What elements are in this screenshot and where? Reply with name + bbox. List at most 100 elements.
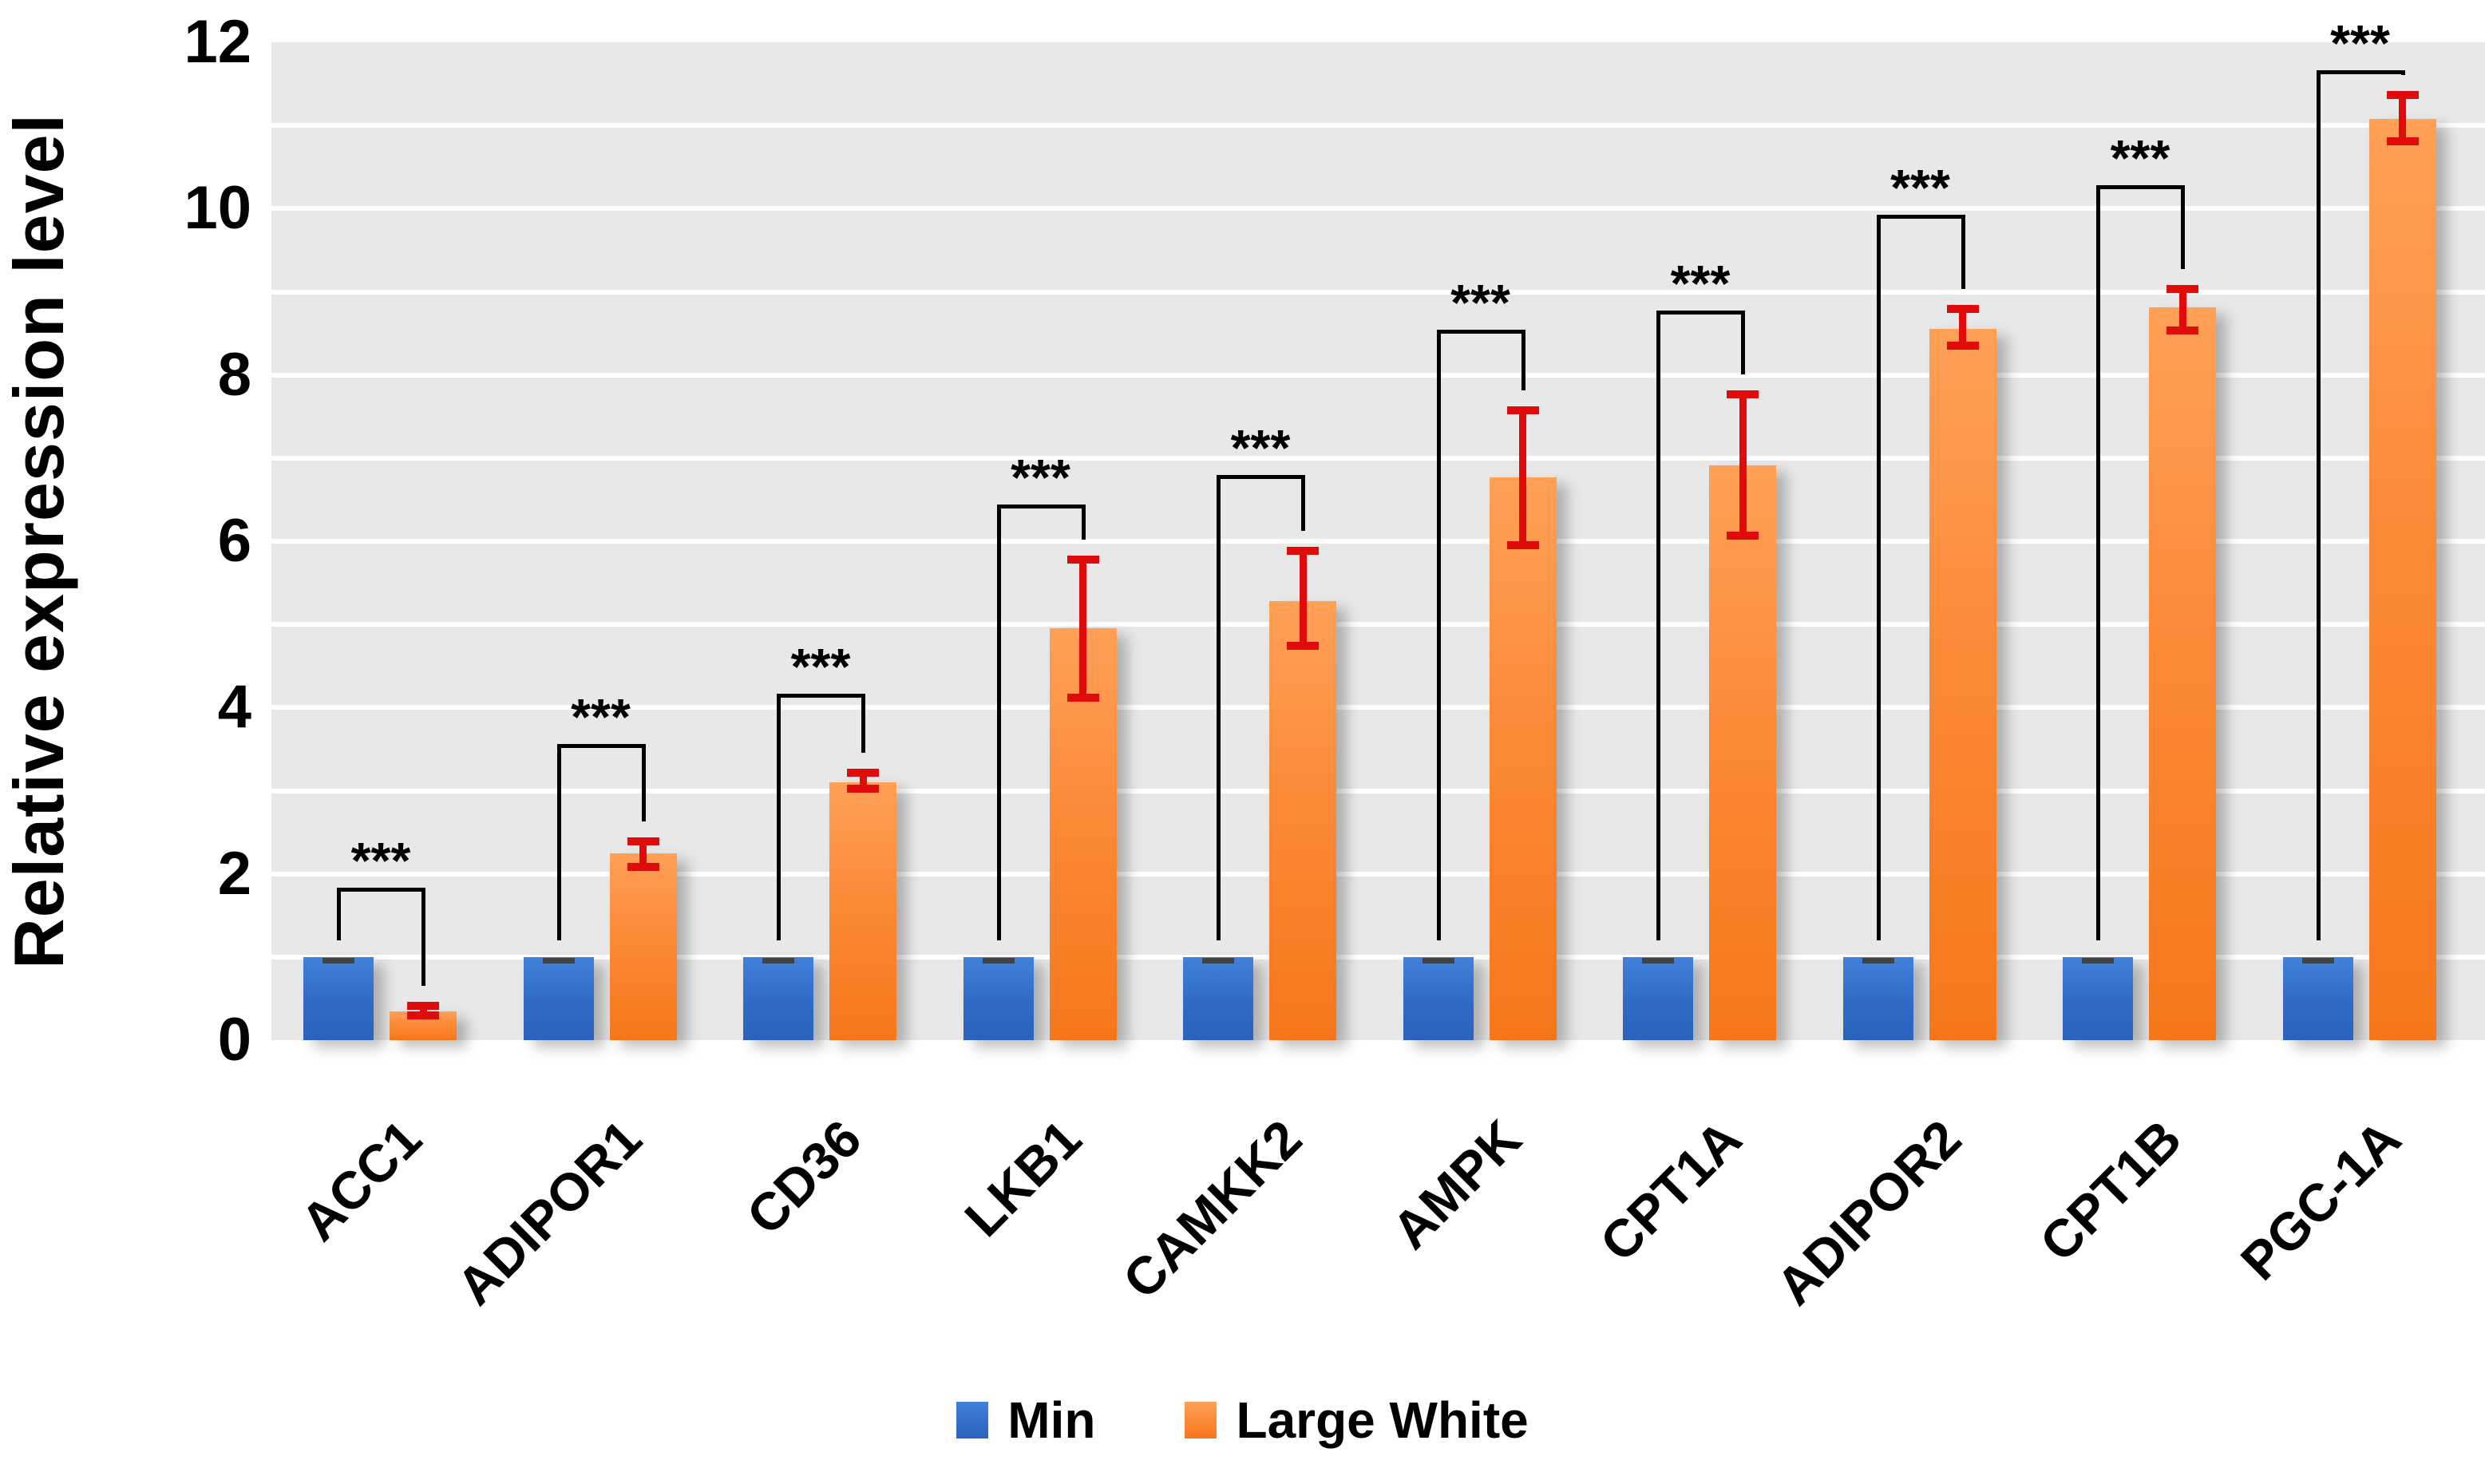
error-bar-stem-CAMKK2	[1299, 547, 1307, 651]
gridline	[271, 539, 2485, 544]
error-cap-min-CAMKK2	[1202, 957, 1234, 964]
error-bar-cap-bottom-ACC1	[407, 1011, 439, 1019]
error-bar-cap-top-AMPK	[1506, 406, 1539, 415]
significance-bracket-horizontal-CAMKK2	[1217, 474, 1305, 479]
significance-bracket-left-ADIPOR1	[556, 744, 561, 940]
error-bar-cap-top-ACC1	[407, 1002, 439, 1011]
error-cap-min-ACC1	[322, 957, 354, 964]
significance-bracket-left-ADIPOR2	[1876, 214, 1881, 940]
bar-large-white-ADIPOR1	[609, 853, 677, 1040]
x-axis-label-PGC-1A: PGC-1A	[2229, 1108, 2412, 1292]
x-axis-label-CAMKK2: CAMKK2	[1111, 1108, 1313, 1310]
legend: Min Large White	[0, 1391, 2485, 1450]
significance-stars-ACC1: ***	[350, 832, 411, 890]
significance-bracket-horizontal-ACC1	[337, 888, 425, 892]
significance-bracket-horizontal-CD36	[777, 693, 865, 698]
error-bar-cap-top-CPT1B	[2166, 285, 2198, 294]
error-bar-cap-bottom-CD36	[847, 784, 879, 793]
error-bar-stem-ACC1	[419, 1002, 427, 1019]
error-bar-stem-CPT1A	[1739, 390, 1747, 540]
legend-swatch-large-white	[1185, 1402, 1217, 1438]
significance-bracket-left-CAMKK2	[1217, 474, 1221, 940]
y-axis-tick-label: 8	[217, 340, 251, 409]
significance-bracket-right-CPT1A	[1741, 311, 1745, 375]
legend-item-large-white: Large White	[1185, 1391, 1529, 1450]
significance-bracket-left-CD36	[777, 693, 781, 940]
significance-bracket-horizontal-LKB1	[996, 505, 1086, 509]
plot-area: *** *** *** *** *** *** *** *** *** ***	[271, 18, 2485, 1040]
significance-bracket-left-PGC-1A	[2316, 70, 2321, 940]
error-bar-cap-bottom-PGC-1A	[2386, 137, 2419, 146]
bar-large-white-CPT1B	[2149, 307, 2216, 1040]
significance-stars-CPT1A: ***	[1670, 255, 1731, 313]
bar-large-white-CPT1A	[1709, 465, 1776, 1040]
bar-min-CPT1A	[1623, 956, 1693, 1040]
significance-bracket-right-ADIPOR2	[1961, 214, 1965, 290]
x-axis-label-CD36: CD36	[735, 1108, 873, 1246]
significance-stars-AMPK: ***	[1450, 274, 1510, 332]
error-bar-cap-bottom-ADIPOR2	[1946, 342, 1979, 350]
bar-min-AMPK	[1403, 956, 1474, 1040]
error-bar-stem-CPT1B	[2178, 285, 2186, 334]
y-axis-tick-label: 10	[184, 174, 251, 243]
bar-large-white-AMPK	[1489, 477, 1557, 1040]
bar-large-white-CD36	[829, 782, 896, 1040]
error-bar-cap-top-LKB1	[1066, 555, 1099, 564]
error-bar-cap-bottom-ADIPOR1	[627, 862, 659, 871]
x-axis-label-ADIPOR2: ADIPOR2	[1764, 1108, 1973, 1316]
error-bar-stem-AMPK	[1519, 406, 1526, 550]
significance-stars-ADIPOR1: ***	[571, 688, 631, 746]
y-axis-tick-label: 6	[217, 507, 251, 575]
error-bar-cap-top-ADIPOR1	[627, 837, 659, 845]
x-axis-label-AMPK: AMPK	[1380, 1108, 1533, 1260]
significance-bracket-left-CPT1B	[2096, 185, 2100, 940]
gridline	[271, 788, 2485, 793]
gridline	[271, 123, 2485, 129]
gridline	[271, 954, 2485, 960]
error-cap-min-CPT1B	[2082, 957, 2114, 964]
significance-bracket-left-LKB1	[996, 505, 1001, 940]
significance-bracket-right-AMPK	[1521, 330, 1525, 391]
significance-stars-ADIPOR2: ***	[1890, 158, 1950, 216]
error-bar-stem-ADIPOR2	[1959, 305, 1966, 350]
bar-min-CAMKK2	[1183, 956, 1253, 1040]
bar-large-white-PGC-1A	[2368, 118, 2436, 1040]
significance-bracket-right-CD36	[861, 693, 865, 754]
legend-label-min: Min	[1007, 1391, 1096, 1449]
error-cap-min-ADIPOR1	[542, 957, 575, 964]
error-bar-cap-bottom-CPT1B	[2166, 326, 2198, 334]
significance-bracket-horizontal-ADIPOR1	[556, 744, 646, 749]
error-bar-cap-top-PGC-1A	[2386, 91, 2419, 100]
error-bar-cap-bottom-AMPK	[1506, 541, 1539, 550]
bar-min-CD36	[743, 956, 813, 1040]
significance-bracket-horizontal-PGC-1A	[2316, 70, 2405, 75]
bar-min-ADIPOR1	[523, 956, 594, 1040]
gridline	[271, 455, 2485, 461]
legend-item-min: Min	[956, 1391, 1095, 1450]
significance-bracket-right-CPT1B	[2181, 185, 2185, 270]
significance-bracket-horizontal-ADIPOR2	[1876, 214, 1965, 219]
error-cap-min-CD36	[762, 957, 794, 964]
bar-min-ACC1	[303, 956, 374, 1040]
significance-bracket-horizontal-AMPK	[1436, 330, 1525, 334]
error-bar-stem-CD36	[859, 769, 867, 793]
x-axis-label-ACC1: ACC1	[289, 1108, 433, 1252]
bar-min-CPT1B	[2063, 956, 2133, 1040]
y-axis-tick-label: 2	[217, 839, 251, 908]
error-cap-min-CPT1A	[1642, 957, 1674, 964]
x-axis-label-CPT1A: CPT1A	[1588, 1108, 1753, 1273]
y-axis-tick-label: 0	[217, 1006, 251, 1074]
x-axis-label-ADIPOR1: ADIPOR1	[445, 1108, 653, 1316]
bar-min-LKB1	[963, 956, 1034, 1040]
significance-bracket-right-ADIPOR1	[641, 744, 646, 821]
error-cap-min-LKB1	[982, 957, 1015, 964]
significance-stars-PGC-1A: ***	[2330, 14, 2390, 73]
error-bar-stem-ADIPOR1	[639, 837, 647, 871]
significance-bracket-right-ACC1	[421, 888, 425, 987]
bar-min-ADIPOR2	[1842, 956, 1913, 1040]
error-bar-cap-bottom-LKB1	[1066, 694, 1099, 702]
bar-large-white-ADIPOR2	[1929, 329, 1996, 1040]
gridline	[271, 622, 2485, 627]
error-bar-cap-bottom-CAMKK2	[1287, 642, 1319, 651]
significance-stars-LKB1: ***	[1011, 449, 1070, 507]
